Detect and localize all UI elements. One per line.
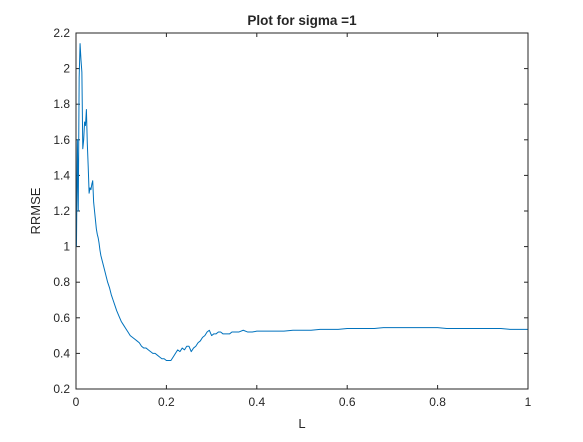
y-tick-label: 1.4 (53, 168, 70, 182)
x-tick-label: 0.6 (339, 395, 356, 409)
y-tick-label: 0.2 (53, 382, 70, 396)
x-axis-label: L (298, 416, 305, 431)
y-tick-label: 1.8 (53, 97, 70, 111)
y-tick-label: 0.6 (53, 311, 70, 325)
x-tick-label: 0.2 (158, 395, 175, 409)
y-tick-label: 0.4 (53, 346, 70, 360)
ticks-layer: 0 0.2 0.4 0.6 0.8 10.20.40.60.811.21.41.61.82… (53, 26, 531, 409)
series-line (75, 43, 528, 362)
y-axis-label: RRMSE (28, 187, 43, 234)
y-tick-label: 0.8 (53, 275, 70, 289)
y-tick-label: 1.6 (53, 133, 70, 147)
y-tick-label: 1 (63, 240, 70, 254)
axes-box (75, 32, 529, 390)
chart-title: Plot for sigma =1 (247, 13, 357, 28)
y-tick-label: 1.2 (53, 204, 70, 218)
y-tick-label: 2 (63, 62, 70, 76)
series-layer (75, 43, 528, 362)
x-tick-label: 0.4 (248, 395, 265, 409)
x-tick-label: 0.8 (429, 395, 446, 409)
y-tick-label: 2.2 (53, 26, 70, 40)
x-tick-label: 1 (525, 395, 532, 409)
plot-area (76, 33, 528, 389)
x-tick-label: 0 (73, 395, 80, 409)
